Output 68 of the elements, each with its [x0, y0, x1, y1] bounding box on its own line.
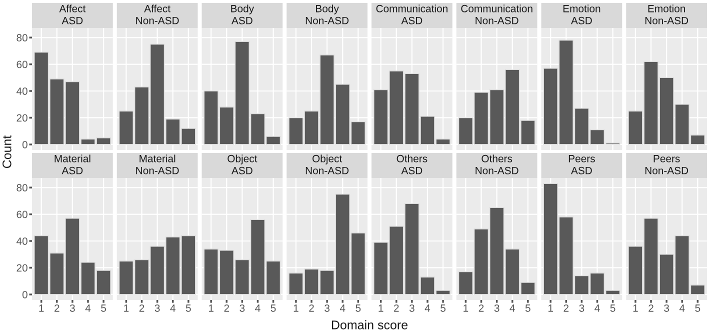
x-tick-label: 2 [478, 304, 484, 312]
chart-title: Material ASD [54, 154, 90, 174]
chart-title: Body Non-ASD [306, 4, 349, 24]
x-tick-label: 2 [648, 304, 654, 312]
x-tick-label: 5 [440, 304, 446, 312]
x-tick-label: 3 [579, 304, 584, 312]
x-tick-label: 5 [695, 304, 700, 312]
x-tick-label: 3 [70, 304, 75, 312]
x-tick-label: 4 [510, 304, 515, 312]
x-tick-label: 4 [594, 304, 600, 312]
y-tick-label: 20 [16, 264, 28, 272]
x-tick-label: 4 [255, 304, 260, 312]
x-tick-label: 4 [424, 304, 430, 312]
x-tick-label: 1 [39, 304, 44, 312]
chart-title: Others ASD [396, 154, 428, 174]
chart-title: Communication Non-ASD [461, 4, 532, 24]
x-tick-label: 2 [309, 304, 314, 312]
y-tick-label: 80 [16, 34, 28, 42]
x-tick-label: 3 [324, 304, 330, 312]
chart-title: Affect Non-ASD [136, 4, 179, 24]
chart-title: Emotion ASD [563, 4, 600, 24]
chart-title: Material Non-ASD [136, 154, 179, 174]
chart-title: Affect ASD [59, 4, 86, 24]
x-tick-label: 2 [394, 304, 399, 312]
chart-title: Communication ASD [376, 4, 448, 24]
x-tick-label: 3 [240, 304, 245, 312]
x-tick-label: 5 [525, 304, 530, 312]
x-tick-label: 5 [101, 304, 106, 312]
x-tick-label: 4 [170, 304, 176, 312]
x-tick-label: 1 [208, 304, 214, 312]
x-tick-label: 5 [356, 304, 361, 312]
x-tick-label: 5 [186, 304, 191, 312]
y-tick-label: 80 [16, 184, 28, 192]
x-tick-label: 3 [154, 304, 160, 312]
y-tick-label: 60 [16, 210, 28, 218]
x-tick-label: 2 [54, 304, 60, 312]
x-tick-label: 2 [139, 304, 144, 312]
x-axis-title: Domain score [332, 320, 408, 330]
x-tick-label: 1 [464, 304, 468, 312]
y-tick-label: 40 [16, 238, 28, 245]
x-tick-label: 5 [610, 304, 616, 312]
x-tick-label: 1 [633, 304, 638, 312]
chart-title: Emotion Non-ASD [645, 4, 688, 24]
x-tick-label: 3 [664, 304, 669, 312]
x-tick-label: 1 [548, 304, 553, 312]
x-tick-label: 1 [124, 304, 129, 312]
y-tick-label: 60 [16, 60, 28, 68]
y-tick-label: 20 [16, 114, 28, 122]
chart-title: Object Non-ASD [306, 154, 349, 174]
x-tick-label: 4 [340, 304, 346, 312]
x-tick-label: 4 [679, 304, 685, 312]
chart-title: Peers Non-ASD [645, 155, 688, 174]
x-tick-label: 2 [224, 304, 230, 312]
y-tick-label: 0 [22, 290, 28, 298]
x-tick-label: 4 [85, 304, 91, 312]
chart-title: Body ASD [231, 4, 254, 24]
x-tick-label: 1 [294, 304, 298, 312]
x-tick-label: 1 [378, 304, 384, 312]
x-tick-label: 5 [270, 304, 276, 312]
chart-title: Others Non-ASD [476, 154, 518, 174]
chart-title: Peers ASD [568, 155, 595, 174]
x-tick-label: 2 [564, 304, 569, 312]
y-axis-title: Count [2, 135, 12, 168]
chart-title: Object ASD [228, 154, 258, 174]
y-tick-label: 0 [22, 140, 28, 148]
x-tick-label: 3 [409, 304, 414, 312]
y-tick-label: 40 [16, 88, 28, 95]
x-tick-label: 3 [494, 304, 500, 312]
